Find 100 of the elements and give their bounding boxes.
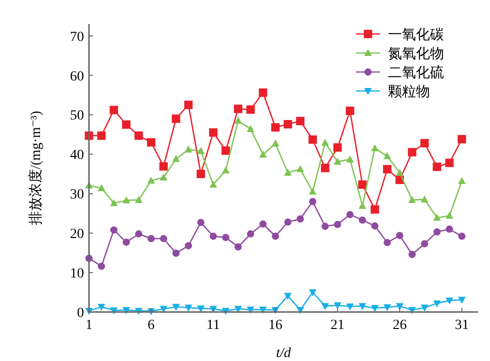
point [396,232,404,240]
point [383,164,392,174]
point [309,198,316,206]
point [259,306,267,314]
point [284,218,292,226]
point [433,214,441,221]
point [258,88,268,97]
point [296,165,304,172]
point [358,180,367,189]
y-tick-label: 50 [70,108,84,124]
point [296,116,304,126]
point [134,131,143,140]
point [346,155,354,162]
point [98,262,106,270]
point [246,105,255,114]
point [122,307,130,314]
x-tick-label: 31 [454,318,469,333]
point [446,226,454,233]
point [284,168,292,176]
point [408,250,416,258]
y-tick-label: 60 [70,69,84,84]
y-tick-label: 30 [70,188,84,203]
point [383,304,392,312]
y-tick-label: 20 [70,227,84,242]
x-tick-label: 6 [148,318,155,333]
point [172,154,180,162]
point [234,306,242,313]
point [396,303,404,310]
point [371,222,378,230]
point [160,173,168,180]
point [408,196,416,203]
point [197,147,205,154]
point [370,205,380,214]
legend-label: 颗粒物 [388,84,430,100]
point [209,128,218,137]
point [172,304,180,311]
point [97,131,106,140]
point [172,114,180,123]
point [346,303,354,310]
legend-label: 氮氧化物 [388,46,444,62]
x-tick-label: 16 [268,318,282,333]
point [296,307,304,314]
point [458,135,466,144]
point [184,242,192,250]
point [371,144,379,152]
point [210,232,217,240]
point [308,188,317,195]
point [284,120,292,128]
x-tick-label: 26 [392,318,407,333]
point [272,140,280,147]
point [259,150,267,158]
point [358,202,366,209]
point [433,228,441,236]
point [246,124,254,132]
point [196,170,206,178]
point [234,104,242,114]
point [159,162,168,171]
point [458,177,466,184]
point [148,235,155,242]
point [334,220,342,228]
point [135,230,142,238]
point [308,289,317,296]
point [433,300,441,308]
point [321,138,329,146]
point [146,138,156,147]
point [396,168,404,176]
point [110,226,118,234]
point [334,302,342,310]
point [184,145,192,152]
point [246,230,254,238]
point [110,199,118,206]
x-tick-label: 11 [206,318,220,333]
point [197,305,205,312]
point [222,146,230,155]
point [197,218,204,226]
point [420,196,428,203]
point [234,116,242,124]
point [384,238,391,246]
point [172,250,180,257]
point [147,176,155,184]
point [272,232,280,240]
point [296,215,304,222]
point [334,158,342,165]
point [122,238,130,246]
y-axis-title: 排放浓度/(mg·m⁻³) [28,110,44,226]
point [222,166,230,174]
point [458,296,466,304]
point [445,158,454,168]
point [371,305,379,312]
x-tick-label: 21 [330,318,345,333]
point [346,106,354,115]
point [110,106,118,114]
point [320,164,330,172]
point [333,143,342,152]
point [122,196,130,204]
point [346,210,354,218]
point [321,303,329,310]
point [420,138,429,148]
point [284,292,292,300]
point [134,196,143,203]
